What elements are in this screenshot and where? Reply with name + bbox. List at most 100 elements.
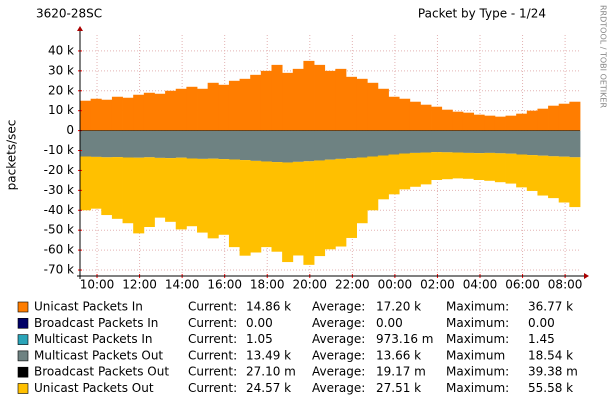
legend-stat: Average: xyxy=(312,332,365,346)
watermark: RRDTOOL / TOBI OETIKER xyxy=(599,5,608,108)
legend-stat: 0.00 xyxy=(246,316,273,330)
legend-stat: 19.17 m xyxy=(376,365,426,379)
bar-segment xyxy=(165,158,177,222)
bar-segment xyxy=(260,130,272,162)
bar-segment xyxy=(431,152,443,180)
bar-segment xyxy=(516,130,528,155)
legend-swatch xyxy=(17,383,29,394)
bar-segment xyxy=(239,160,251,256)
bar-segment xyxy=(526,130,538,156)
y-tick-label: -30 k xyxy=(44,183,74,197)
bar-segment xyxy=(282,72,294,131)
bar-segment xyxy=(335,68,347,131)
bar-segment xyxy=(452,152,464,179)
bar-segment xyxy=(90,156,102,209)
legend-stat: 39.38 m xyxy=(528,365,578,379)
bar-segment xyxy=(484,130,496,153)
legend-stat: 14.86 k xyxy=(246,300,291,314)
bar-segment xyxy=(431,106,443,131)
bar-segment xyxy=(143,130,155,158)
bar-segment xyxy=(356,78,368,131)
bar-segment xyxy=(548,105,560,131)
bar-segment xyxy=(473,130,485,154)
x-tick-label: 20:00 xyxy=(292,278,327,292)
bar-segment xyxy=(548,130,560,157)
bar-segment xyxy=(409,101,421,131)
bar-segment xyxy=(90,130,102,157)
legend-stat: Maximum xyxy=(446,348,505,362)
legend-label: Multicast Packets Out xyxy=(34,348,163,362)
bar-segment xyxy=(111,130,123,158)
bar-segment xyxy=(154,157,166,218)
x-tick-label: 10:00 xyxy=(80,278,115,292)
bar-segment xyxy=(101,130,113,158)
x-tick-label: 02:00 xyxy=(420,278,455,292)
legend-swatch xyxy=(17,317,29,329)
bar-segment xyxy=(558,103,570,131)
bar-segment xyxy=(484,115,496,131)
y-axis-arrow xyxy=(77,26,83,31)
bar-segment xyxy=(175,157,187,230)
bar-segment xyxy=(154,130,166,158)
bar-segment xyxy=(111,96,123,131)
bar-segment xyxy=(356,157,368,224)
legend-stat: Average: xyxy=(312,348,365,362)
bar-segment xyxy=(569,130,581,158)
bar-segment xyxy=(462,112,475,131)
legend-swatch xyxy=(17,366,29,378)
bar-segment xyxy=(90,98,102,131)
legend-stat: Current: xyxy=(188,300,237,314)
bar-segment xyxy=(101,157,113,216)
legend-stat: 13.49 k xyxy=(246,348,291,362)
bar-segment xyxy=(399,153,411,190)
bar-segment xyxy=(314,160,326,257)
bar-segment xyxy=(494,116,506,131)
bar-segment xyxy=(484,152,496,181)
legend-stat: 0.00 xyxy=(528,316,555,330)
bar-segment xyxy=(260,70,272,131)
legend-stat: Maximum: xyxy=(446,316,509,330)
bar-segment xyxy=(494,153,506,183)
bar-segment xyxy=(526,110,538,131)
bar-segment xyxy=(335,158,347,247)
x-tick-label: 18:00 xyxy=(250,278,285,292)
bar-segment xyxy=(377,130,389,156)
x-tick-label: 12:00 xyxy=(122,278,157,292)
bar-segment xyxy=(548,156,560,199)
axes: 40 k 30 k 20 k 10 k 0 -10 k -20 k -30 k -40 k -50… xyxy=(44,26,589,292)
bar-segment xyxy=(122,130,134,158)
bar-segment xyxy=(133,157,145,234)
y-tick-label: -70 k xyxy=(44,263,74,277)
y-tick-label: 20 k xyxy=(48,83,74,97)
x-tick-label: 14:00 xyxy=(165,278,200,292)
bar-segment xyxy=(80,100,92,131)
bar-segment xyxy=(282,130,294,163)
bar-segment xyxy=(324,130,336,160)
bar-segment xyxy=(356,130,368,158)
legend-label: Unicast Packets In xyxy=(34,300,143,314)
bar-segment xyxy=(388,154,400,195)
bar-segment xyxy=(569,157,581,208)
bar-segment xyxy=(558,156,570,203)
bar-segment xyxy=(282,162,294,263)
legend-stat: 55.58 k xyxy=(528,381,573,395)
legend-label: Unicast Packets Out xyxy=(34,381,154,395)
x-axis-arrow xyxy=(584,273,589,279)
legend: Unicast Packets In Current: 14.86 k Average… xyxy=(17,300,578,395)
bar-segment xyxy=(292,161,304,256)
bar-segment xyxy=(441,152,453,180)
y-tick-label: 0 xyxy=(66,123,74,137)
legend-stat: 17.20 k xyxy=(376,300,421,314)
bar-segment xyxy=(271,130,283,163)
bar-segment xyxy=(399,98,411,131)
bar-segment xyxy=(420,130,432,153)
bar-segment xyxy=(175,130,187,158)
legend-stat: Average: xyxy=(312,316,365,330)
legend-stat: 27.10 m xyxy=(246,365,296,379)
bar-segment xyxy=(228,130,240,160)
bar-segment xyxy=(367,82,379,131)
bar-segment xyxy=(441,109,453,131)
legend-stat: Maximum: xyxy=(446,332,509,346)
